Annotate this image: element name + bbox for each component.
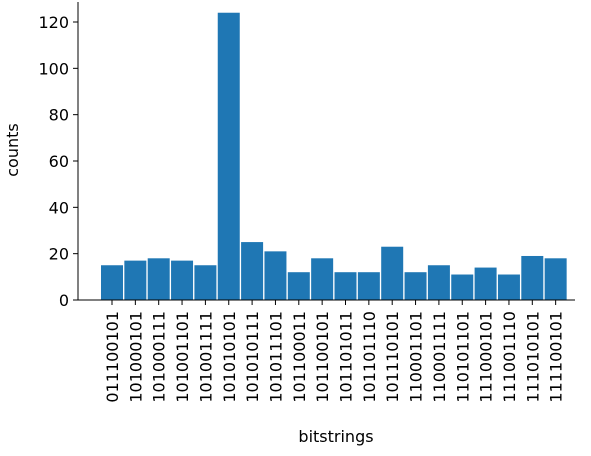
x-tick-label-110101101: 110101101 [453,311,472,403]
y-tick-label-60: 60 [49,152,69,171]
bar-011100101 [101,265,123,300]
bar-101011101 [264,251,287,300]
x-tick-label-101010111: 101010111 [243,311,262,403]
bar-111000101 [474,267,497,300]
bar-101001101 [171,260,194,300]
x-tick-label-011100101: 011100101 [103,311,122,403]
x-tick-label-111000101: 111000101 [477,311,496,403]
x-tick-label-101000101: 101000101 [126,311,145,403]
bar-101100101 [311,258,334,300]
bar-101110101 [381,246,404,300]
x-tick-label-101011101: 101011101 [266,311,285,403]
bar-101000111 [147,258,170,300]
bar-101001111 [194,265,217,300]
y-axis: 0 20 40 60 80 100 120 [38,2,79,310]
y-tick-label-40: 40 [49,198,69,217]
bar-111100101 [544,258,567,300]
bars-group [101,12,567,300]
x-tick-label-101001101: 101001101 [173,311,192,403]
y-tick-label-20: 20 [49,245,69,264]
x-tick-label-101101110: 101101110 [360,311,379,403]
bar-101000101 [124,260,147,300]
bar-101010111 [241,242,264,300]
y-tick-label-120: 120 [38,13,69,32]
x-tick-label-110001111: 110001111 [430,311,449,403]
y-tick-label-100: 100 [38,59,69,78]
bar-110001101 [404,272,427,300]
x-tick-label-101001111: 101001111 [196,311,215,403]
y-tick-label-80: 80 [49,106,69,125]
bar-111010101 [521,255,544,300]
bar-101100011 [287,272,310,300]
y-tick-label-0: 0 [59,291,69,310]
x-tick-label-101000111: 101000111 [150,311,169,403]
bar-101010101 [217,12,240,300]
bar-110101101 [451,274,474,300]
x-tick-label-101100101: 101100101 [313,311,332,403]
x-tick-label-101101011: 101101011 [337,311,356,403]
bar-111001110 [497,274,520,300]
x-tick-label-101110101: 101110101 [383,311,402,403]
x-tick-label-111100101: 111100101 [547,311,566,403]
y-axis-label: counts [3,123,22,176]
x-tick-label-110001101: 110001101 [407,311,426,403]
x-tick-label-101100011: 101100011 [290,311,309,403]
bar-101101110 [357,272,380,300]
x-tick-label-111001110: 111001110 [500,311,519,403]
x-axis: 011100101 101000101 101000111 101001101 1010… [78,299,575,403]
bar-101101011 [334,272,357,300]
x-tick-label-101010101: 101010101 [220,311,239,403]
bar-110001111 [427,265,450,300]
x-tick-label-111010101: 111010101 [523,311,542,403]
x-axis-label: bitstrings [298,427,373,446]
